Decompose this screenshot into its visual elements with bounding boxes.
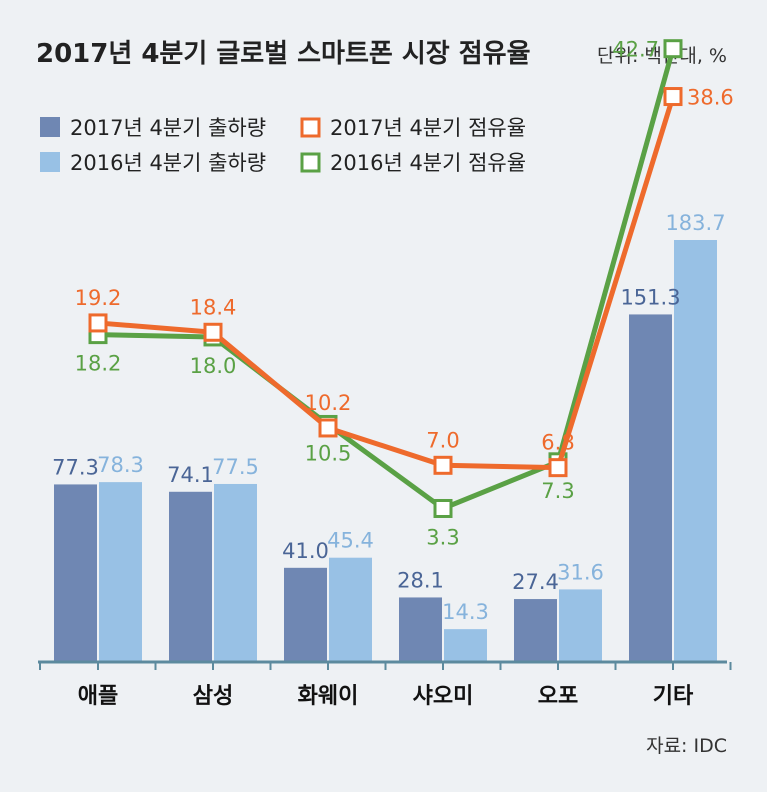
category-label-0: 애플 xyxy=(78,684,118,709)
bar-2017-0 xyxy=(54,484,97,662)
bar-label-2017-1: 74.1 xyxy=(167,463,214,487)
bar-2017-3 xyxy=(399,597,442,662)
share-marker-2017-1 xyxy=(203,322,223,342)
legend-label-share-2016: 2016년 4분기 점유율 xyxy=(330,151,526,175)
share-marker-2017-0 xyxy=(88,313,108,333)
x-axis xyxy=(38,660,732,670)
chart-title: 2017년 4분기 글로벌 스마트폰 시장 점유율 xyxy=(36,39,531,69)
legend-label-share-2017: 2017년 4분기 점유율 xyxy=(330,116,526,140)
share-marker-2016-3 xyxy=(433,498,453,518)
line-group xyxy=(88,39,683,518)
share-label-2017-3: 7.0 xyxy=(426,428,459,452)
unit-note: 단위: 백만대, % xyxy=(597,45,727,67)
bar-2016-1 xyxy=(214,483,257,662)
legend-swatch-share-2016 xyxy=(300,152,321,173)
share-line-2016 xyxy=(97,48,676,511)
bar-label-2017-3: 28.1 xyxy=(397,568,444,592)
share-marker-2016-5 xyxy=(663,39,683,59)
share-marker-2017-5 xyxy=(663,87,683,107)
bar-2017-2 xyxy=(284,567,327,662)
share-marker-2017-2 xyxy=(318,418,338,438)
share-label-2017-1: 18.4 xyxy=(190,295,237,319)
bar-group xyxy=(54,240,717,662)
share-line-2017 xyxy=(97,95,676,471)
bar-label-2016-4: 31.6 xyxy=(557,560,604,584)
bar-label-2016-5: 183.7 xyxy=(665,211,725,235)
bar-label-2017-2: 41.0 xyxy=(282,539,329,563)
bar-2016-5 xyxy=(674,240,717,662)
bar-2016-4 xyxy=(559,589,602,662)
share-label-2017-2: 10.2 xyxy=(305,391,352,415)
bar-label-2017-0: 77.3 xyxy=(52,455,99,479)
share-marker-2017-3 xyxy=(433,455,453,475)
bar-2016-3 xyxy=(444,629,487,662)
data-label-group: 77.378.3 애플 74.177.5 삼성 41.045.4 화웨이 28.1 14.3 샤… xyxy=(52,38,734,709)
bar-label-2016-3: 14.3 xyxy=(442,600,489,624)
category-label-3: 샤오미 xyxy=(413,684,474,709)
bar-label-2016-0: 78.3 xyxy=(97,453,144,477)
share-label-2016-4: 7.3 xyxy=(541,479,574,503)
share-label-2016-5: 42.7 xyxy=(612,38,659,62)
source-note: 자료: IDC xyxy=(646,735,727,757)
bar-2016-2 xyxy=(329,557,372,662)
bar-label-2017-5: 151.3 xyxy=(620,285,680,309)
legend-swatch-share-2017 xyxy=(300,117,321,138)
category-label-1: 삼성 xyxy=(193,684,233,709)
share-marker-2017-4 xyxy=(548,458,568,478)
legend-swatch-shipments-2017 xyxy=(40,117,60,137)
share-label-2016-1: 18.0 xyxy=(190,354,237,378)
legend-label-shipments-2017: 2017년 4분기 출하량 xyxy=(70,116,266,140)
bar-label-2016-1: 77.5 xyxy=(212,455,259,479)
bar-label-2016-2: 45.4 xyxy=(327,529,374,553)
share-label-2017-5: 38.6 xyxy=(687,86,734,110)
bar-2017-4 xyxy=(514,599,557,662)
bar-2017-1 xyxy=(169,491,212,662)
legend-swatch-shipments-2016 xyxy=(40,152,60,172)
legend-label-shipments-2016: 2016년 4분기 출하량 xyxy=(70,151,266,175)
category-label-2: 화웨이 xyxy=(298,684,359,709)
share-label-2016-2: 10.5 xyxy=(305,441,352,465)
legend: 2017년 4분기 출하량 2016년 4분기 출하량 2017년 4분기 점유… xyxy=(40,116,526,175)
share-label-2016-3: 3.3 xyxy=(426,525,459,549)
category-label-4: 오포 xyxy=(538,684,578,709)
share-label-2017-4: 6.8 xyxy=(541,431,574,455)
bar-2017-5 xyxy=(629,314,672,662)
bar-label-2017-4: 27.4 xyxy=(512,570,559,594)
share-label-2016-0: 18.2 xyxy=(75,352,122,376)
share-label-2017-0: 19.2 xyxy=(75,286,122,310)
bar-2016-0 xyxy=(99,482,142,662)
category-label-5: 기타 xyxy=(653,684,694,709)
